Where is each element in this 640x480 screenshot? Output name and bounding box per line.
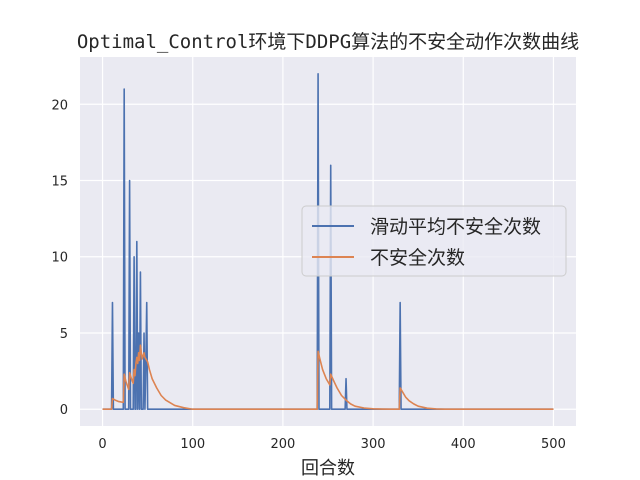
- series-line-2: [102, 344, 554, 411]
- y-tick-label: 5: [60, 327, 68, 342]
- chart-title: Optimal_Control环境下DDPG算法的不安全动作次数曲线: [77, 31, 579, 53]
- y-tick-label: 0: [60, 403, 68, 418]
- x-tick-label: 200: [270, 437, 295, 452]
- series-line-1: [102, 72, 554, 411]
- y-tick-label: 10: [51, 251, 68, 266]
- x-tick-label: 0: [98, 437, 106, 452]
- x-tick-label: 500: [541, 437, 566, 452]
- x-axis-label: 回合数: [301, 458, 355, 479]
- series-lines: [102, 72, 554, 411]
- legend-box: [301, 205, 567, 277]
- y-tick-label: 20: [51, 98, 68, 113]
- tick-labels: 0 100 200 300 400 500 0 5 10 15 20: [51, 98, 565, 452]
- legend-label-series-2: 不安全次数: [370, 247, 465, 269]
- x-tick-label: 400: [451, 437, 476, 452]
- legend-label-series-1: 滑动平均不安全次数: [370, 216, 541, 238]
- y-tick-label: 15: [51, 175, 68, 190]
- x-tick-label: 300: [361, 437, 386, 452]
- x-tick-label: 100: [180, 437, 205, 452]
- legend: 滑动平均不安全次数 不安全次数: [301, 205, 567, 277]
